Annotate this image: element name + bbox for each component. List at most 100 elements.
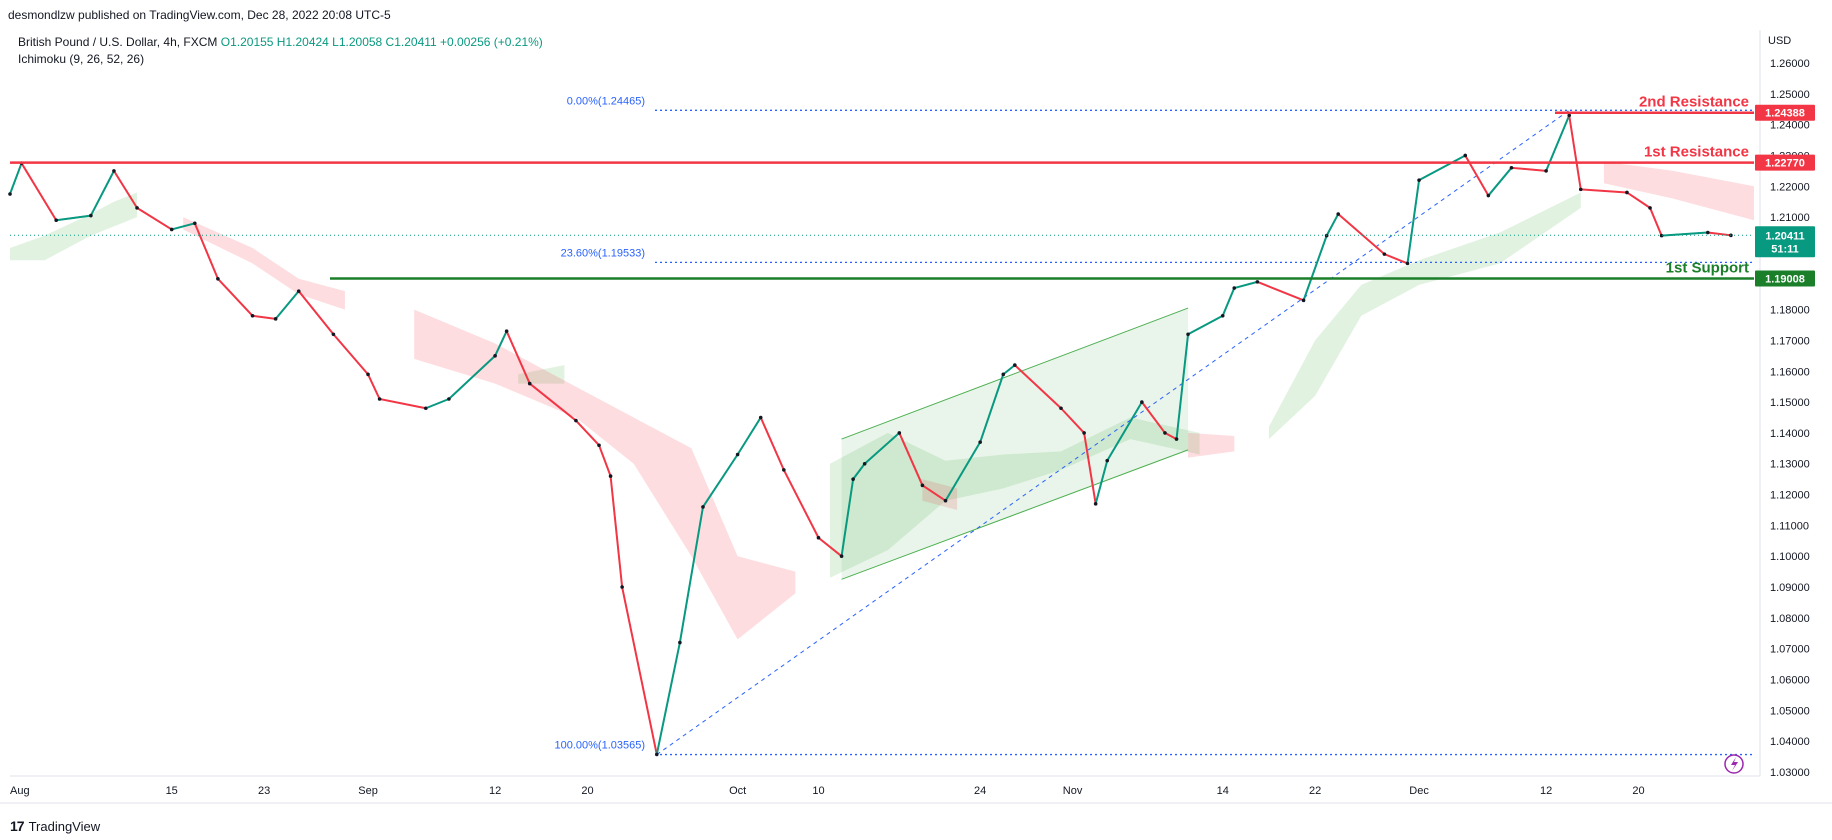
x-tick-label: 20 [1632, 785, 1644, 797]
level-label: 1st Resistance [1644, 144, 1749, 161]
price-segment [332, 333, 369, 375]
price-segment [1384, 253, 1408, 265]
price-segment [1707, 231, 1732, 237]
price-point [504, 329, 509, 333]
price-segment [1325, 213, 1340, 237]
fib-trendline [656, 109, 1570, 755]
y-tick-label: 1.18000 [1770, 305, 1810, 317]
price-segment [505, 330, 531, 384]
price-segment [817, 536, 843, 557]
currency-label: USD [1768, 35, 1791, 47]
y-tick-label: 1.08000 [1770, 613, 1810, 625]
price-point [135, 206, 139, 210]
indicator-label[interactable]: Ichimoku (9, 26, 52, 26) [18, 52, 145, 66]
x-tick-label: Nov [1063, 785, 1083, 797]
price-point [1093, 502, 1098, 506]
price-point [862, 461, 867, 466]
price-point [250, 313, 255, 318]
level-label: 2nd Resistance [1639, 94, 1749, 111]
price-point [1174, 437, 1179, 441]
price-segment [20, 162, 58, 221]
price-segment [136, 207, 173, 231]
price-segment [9, 162, 23, 195]
price-segment [1256, 280, 1304, 302]
ichimoku-cloud-bullish [518, 365, 565, 384]
tradingview-footer[interactable]: 17 TradingView [10, 818, 100, 834]
y-tick-label: 1.17000 [1770, 335, 1810, 347]
price-point [169, 227, 174, 232]
price-point [1013, 363, 1017, 367]
price-point [1163, 431, 1167, 435]
y-tick-label: 1.15000 [1770, 397, 1810, 409]
price-point [735, 452, 740, 457]
price-point [8, 192, 12, 196]
x-tick-label: 15 [166, 785, 178, 797]
price-segment [193, 222, 219, 280]
price-point [89, 213, 93, 218]
channel-upper-line [841, 307, 1189, 440]
fib-level-label: 0.00%(1.24465) [567, 95, 645, 107]
price-point [1140, 400, 1144, 404]
price-point [216, 276, 220, 281]
price-point [1232, 286, 1237, 290]
price-point [782, 468, 786, 472]
price-point [1567, 113, 1572, 118]
channel-fill [841, 308, 1189, 580]
price-point [1509, 166, 1514, 170]
price-segment [782, 469, 820, 539]
ichimoku-cloud-bearish [922, 479, 958, 510]
x-tick-label: 12 [489, 785, 501, 797]
price-point [1220, 313, 1225, 318]
y-tick-label: 1.10000 [1770, 551, 1810, 563]
tradingview-brand: TradingView [28, 818, 101, 834]
price-segment [840, 479, 855, 557]
price-segment [655, 642, 681, 755]
ichimoku-cloud-bearish [183, 217, 345, 310]
price-point [447, 397, 451, 401]
price-segment [759, 417, 785, 471]
y-tick-label: 1.05000 [1770, 705, 1810, 717]
price-point [423, 406, 428, 411]
price-segment [494, 330, 508, 357]
price-point [273, 317, 278, 321]
price-segment [1302, 235, 1328, 301]
price-segment [379, 398, 426, 410]
price-point [377, 397, 382, 401]
price-segment [1649, 207, 1663, 237]
price-segment [1511, 166, 1547, 172]
y-tick-label: 1.24000 [1770, 120, 1810, 132]
x-tick-label: Oct [729, 785, 746, 797]
y-tick-label: 1.21000 [1770, 212, 1810, 224]
y-tick-label: 1.11000 [1770, 520, 1809, 532]
symbol-title[interactable]: British Pound / U.S. Dollar, 4h, FXCM [18, 35, 218, 49]
price-segment [171, 222, 196, 231]
price-point [527, 381, 532, 386]
level-price-tag-text: 1.24388 [1765, 108, 1805, 120]
price-segment [89, 170, 115, 217]
price-point [1082, 431, 1086, 435]
ichimoku-cloud-bearish [414, 309, 796, 640]
y-tick-label: 1.03000 [1770, 767, 1810, 779]
price-point [1706, 230, 1710, 235]
x-tick-label: Dec [1409, 785, 1429, 797]
price-point [1382, 252, 1387, 256]
fib-level-label: 100.00%(1.03565) [554, 740, 645, 752]
publish-caption: desmondlzw published on TradingView.com,… [8, 8, 391, 22]
price-segment [702, 453, 739, 508]
last-price-tag-text: 1.20411 [1765, 230, 1804, 242]
price-point [1544, 169, 1548, 173]
y-tick-label: 1.09000 [1770, 582, 1810, 594]
price-point [597, 443, 601, 448]
x-tick-label: 24 [974, 785, 986, 797]
price-point [366, 372, 370, 377]
y-tick-label: 1.14000 [1770, 428, 1810, 440]
price-segment [575, 419, 600, 446]
price-segment [1487, 167, 1513, 197]
price-segment [1418, 154, 1466, 182]
price-point [1336, 212, 1341, 216]
price-point [816, 535, 821, 540]
level-price-tag [1755, 270, 1815, 287]
price-segment [367, 373, 381, 400]
price-point [608, 474, 613, 478]
